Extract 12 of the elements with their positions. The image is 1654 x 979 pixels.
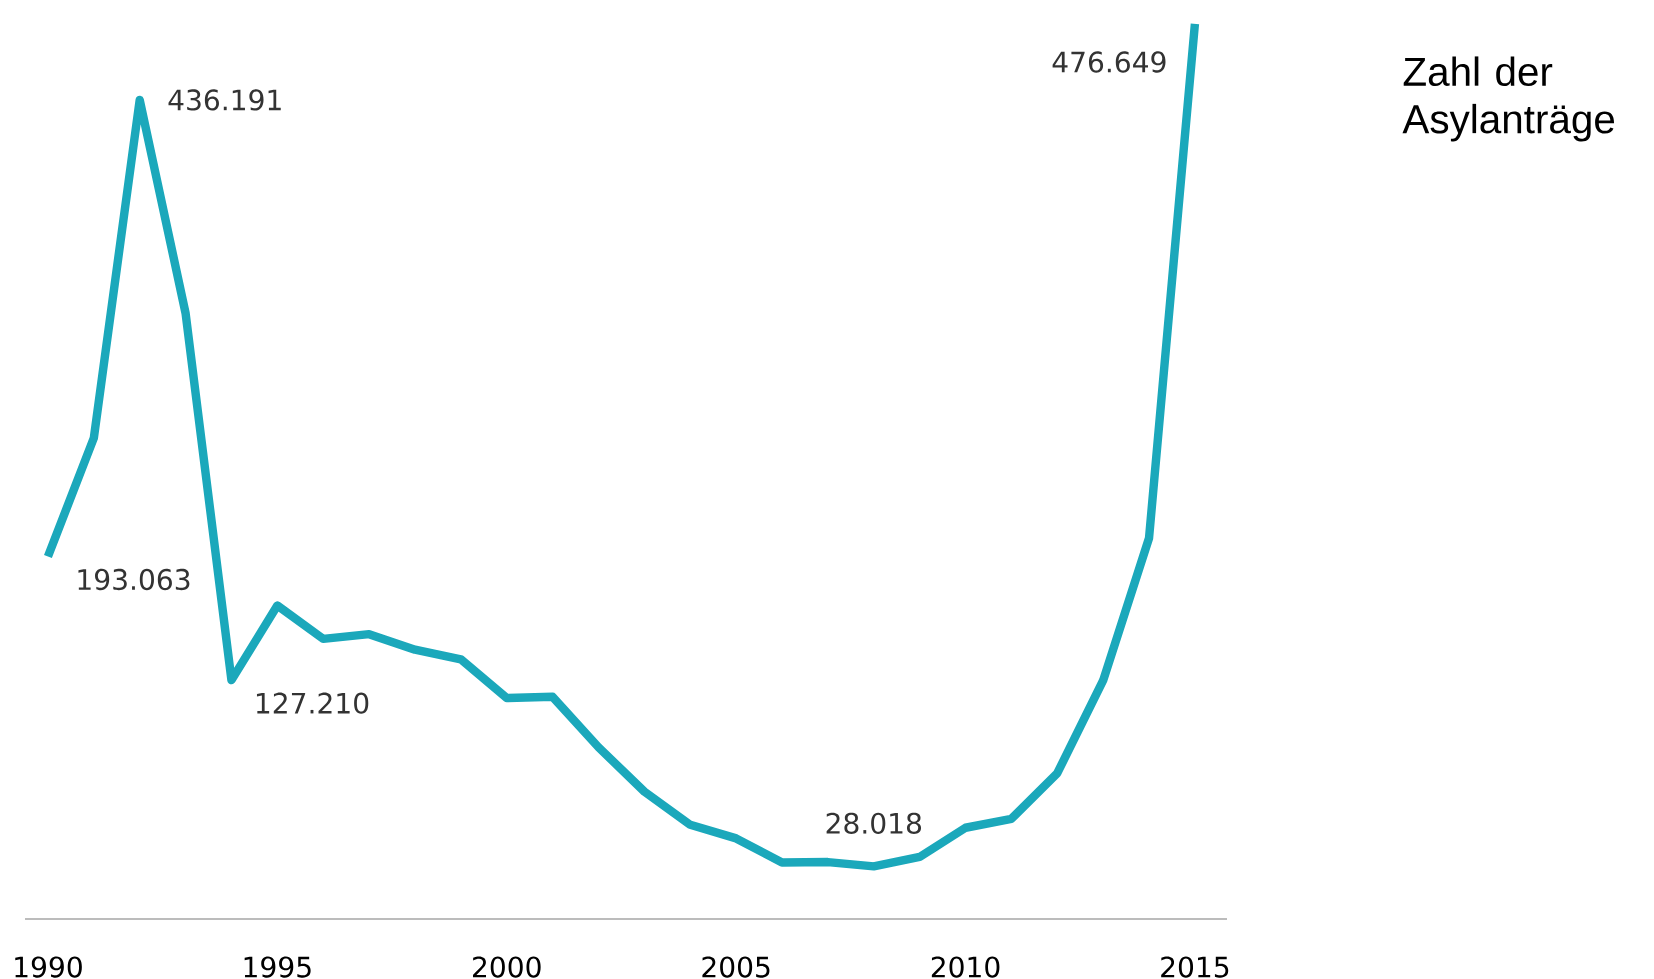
text: Zahl der Asylanträge (1402, 56, 1615, 142)
data-label: 28.018 (826, 812, 922, 834)
x-tick-label: 1990 (15, 956, 82, 978)
x-tick-label: 1995 (244, 956, 311, 978)
x-tick-label: 2010 (931, 956, 1000, 978)
x-tick-label: 2000 (472, 956, 541, 978)
data-label: 127.210 (256, 692, 369, 714)
data-label: 436.191 (168, 89, 281, 111)
data-label: 476.649 (1052, 51, 1166, 73)
x-tick-label: 2015 (1161, 956, 1229, 978)
data-label: 193.063 (78, 568, 190, 591)
x-tick-label: 2005 (702, 956, 770, 978)
